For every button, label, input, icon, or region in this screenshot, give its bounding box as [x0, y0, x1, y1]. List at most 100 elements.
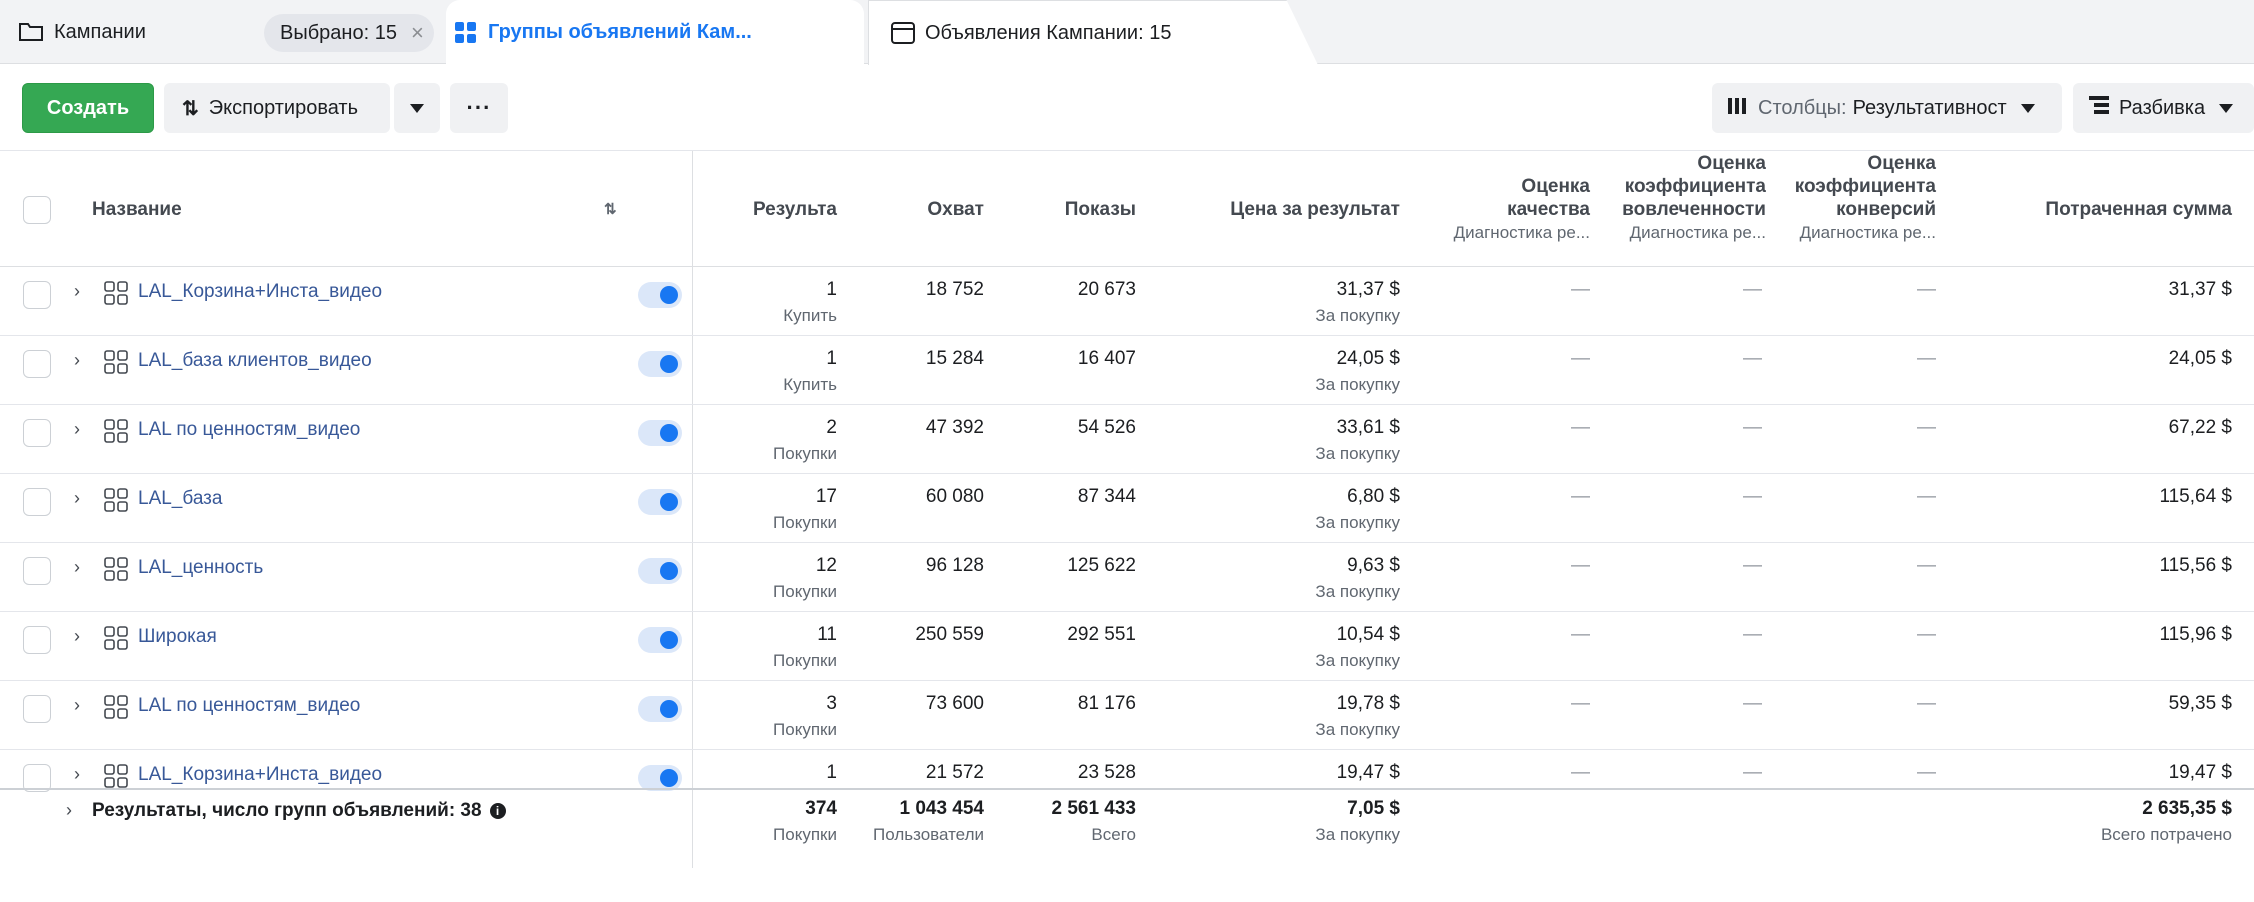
cpr-value: 31,37 $ — [1336, 279, 1400, 300]
col-conversion-line2: коэффициента — [1794, 176, 1936, 197]
breakdown-button[interactable]: Разбивка — [2073, 83, 2254, 133]
results-type: Покупки — [773, 720, 837, 739]
adset-name-link[interactable]: LAL по ценностям_видео — [138, 695, 361, 716]
col-impressions[interactable]: Показы — [1064, 199, 1136, 220]
adset-name-link[interactable]: Широкая — [138, 626, 217, 647]
table-row[interactable]: › LAL по ценностям_видео 3 Покупки 73 600 81 … — [0, 150, 2254, 868]
delivery-toggle[interactable] — [638, 558, 682, 584]
row-checkbox[interactable] — [23, 557, 51, 585]
select-all-checkbox[interactable] — [23, 196, 51, 224]
ad-set-icon — [103, 487, 129, 513]
row-checkbox[interactable] — [23, 764, 51, 792]
cell-conversion: — — [1917, 624, 1936, 645]
row-checkbox[interactable] — [23, 419, 51, 447]
adset-name-link[interactable]: LAL по ценностям_видео — [138, 419, 361, 440]
table-row[interactable]: › LAL_Корзина+Инста_видео 1 Купить 18 752 20 … — [0, 150, 2254, 868]
cell-cost-per-result: 19,78 $ За покупку — [1140, 693, 1400, 740]
adset-name-link[interactable]: LAL_ценность — [138, 557, 264, 578]
col-cost-per-result[interactable]: Цена за результат — [1230, 199, 1400, 220]
tab-adsets[interactable]: Группы объявлений Кам... — [446, 0, 864, 65]
cell-reach: 73 600 — [925, 693, 984, 714]
chevron-right-icon[interactable]: › — [66, 800, 72, 820]
cell-reach: 47 392 — [925, 417, 984, 438]
delivery-toggle[interactable] — [638, 489, 682, 515]
col-results[interactable]: Результа — [752, 199, 837, 220]
export-button[interactable]: ⇅ Экспортировать — [164, 83, 390, 133]
delivery-toggle[interactable] — [638, 627, 682, 653]
delivery-toggle[interactable] — [638, 420, 682, 446]
totals-label-text: Результаты, число групп объявлений: 38 — [92, 800, 482, 821]
tab-ads[interactable]: Объявления Кампании: 15 — [868, 0, 1318, 65]
chevron-right-icon[interactable]: › — [74, 626, 80, 646]
col-name[interactable]: Название — [92, 199, 182, 220]
sort-icon[interactable]: ⇅ — [604, 201, 617, 218]
totals-cpr-value: 7,05 $ — [1347, 798, 1400, 819]
adset-name-link[interactable]: LAL_Корзина+Инста_видео — [138, 764, 383, 785]
row-checkbox[interactable] — [23, 626, 51, 654]
chevron-right-icon[interactable]: › — [74, 695, 80, 715]
columns-icon — [1728, 97, 1748, 120]
table-row[interactable]: › Широкая 11 Покупки 250 559 292 551 10,54 $ За… — [0, 150, 2254, 868]
cell-reach: 60 080 — [925, 486, 984, 507]
row-checkbox[interactable] — [23, 350, 51, 378]
row-checkbox[interactable] — [23, 695, 51, 723]
tab-campaigns[interactable]: Кампании Выбрано: 15 × — [18, 0, 434, 64]
columns-button[interactable]: Столбцы: Результативност — [1712, 83, 2062, 133]
breakdown-icon — [2089, 96, 2109, 120]
close-icon[interactable]: × — [410, 20, 424, 45]
chevron-right-icon[interactable]: › — [74, 419, 80, 439]
delivery-toggle[interactable] — [638, 765, 682, 791]
table-row[interactable]: › LAL по ценностям_видео 2 Покупки 47 392 54 … — [0, 150, 2254, 868]
export-dropdown-button[interactable] — [394, 83, 440, 133]
results-value: 2 — [826, 417, 837, 438]
cell-conversion: — — [1917, 762, 1936, 783]
col-conversion[interactable]: Оценка коэффициента конверсий Диагностик… — [1780, 152, 1936, 244]
chevron-right-icon[interactable]: › — [74, 488, 80, 508]
col-engagement-line3: вовлеченности — [1622, 199, 1766, 220]
cell-engagement: — — [1743, 417, 1762, 438]
table-row[interactable]: › LAL_ценность 12 Покупки 96 128 125 622 9,63 … — [0, 150, 2254, 868]
col-spent[interactable]: Потраченная сумма — [2045, 199, 2232, 220]
cell-reach: 96 128 — [925, 555, 984, 576]
cell-cost-per-result: 31,37 $ За покупку — [1140, 279, 1400, 326]
cell-impressions: 20 673 — [1077, 279, 1136, 300]
cell-impressions: 81 176 — [1077, 693, 1136, 714]
col-engagement-line1: Оценка — [1697, 153, 1766, 174]
chevron-right-icon[interactable]: › — [74, 764, 80, 784]
col-engagement-sub: Диагностика ре... — [1629, 223, 1766, 242]
row-divider — [0, 611, 2254, 612]
delivery-toggle[interactable] — [638, 282, 682, 308]
cell-impressions: 54 526 — [1077, 417, 1136, 438]
chevron-right-icon[interactable]: › — [74, 281, 80, 301]
cell-conversion: — — [1917, 555, 1936, 576]
chevron-right-icon[interactable]: › — [74, 557, 80, 577]
cell-cost-per-result: 10,54 $ За покупку — [1140, 624, 1400, 671]
cell-spent: 115,64 $ — [2159, 486, 2232, 507]
results-value: 1 — [826, 348, 837, 369]
delivery-toggle[interactable] — [638, 351, 682, 377]
col-reach[interactable]: Охват — [927, 199, 984, 220]
selected-pill[interactable]: Выбрано: 15 × — [264, 14, 434, 52]
adset-name-link[interactable]: LAL_Корзина+Инста_видео — [138, 281, 383, 302]
row-divider — [0, 680, 2254, 681]
create-button[interactable]: Создать — [22, 83, 154, 133]
ad-set-icon — [103, 556, 129, 582]
table-row[interactable]: › LAL_Корзина+Инста_видео 1 21 572 23 528 19,… — [0, 150, 2254, 868]
info-icon[interactable]: i — [489, 803, 506, 819]
cell-engagement: — — [1743, 693, 1762, 714]
table-row[interactable]: › LAL_база 17 Покупки 60 080 87 344 6,80 $ За п… — [0, 150, 2254, 868]
row-checkbox[interactable] — [23, 488, 51, 516]
row-checkbox[interactable] — [23, 281, 51, 309]
adset-name-link[interactable]: LAL_база — [138, 488, 223, 509]
chevron-right-icon[interactable]: › — [74, 350, 80, 370]
delivery-toggle[interactable] — [638, 696, 682, 722]
col-quality[interactable]: Оценка качества Диагностика ре... — [1430, 175, 1590, 244]
cell-engagement: — — [1743, 762, 1762, 783]
results-type: Покупки — [773, 651, 837, 670]
adset-name-link[interactable]: LAL_база клиентов_видео — [138, 350, 372, 371]
col-engagement[interactable]: Оценка коэффициента вовлеченности Диагно… — [1600, 152, 1766, 244]
col-conversion-line3: конверсий — [1836, 199, 1936, 220]
table-row[interactable]: › LAL_база клиентов_видео 1 Купить 15 284 16 … — [0, 150, 2254, 868]
results-type: Купить — [783, 375, 837, 394]
more-button[interactable]: ··· — [450, 83, 508, 133]
